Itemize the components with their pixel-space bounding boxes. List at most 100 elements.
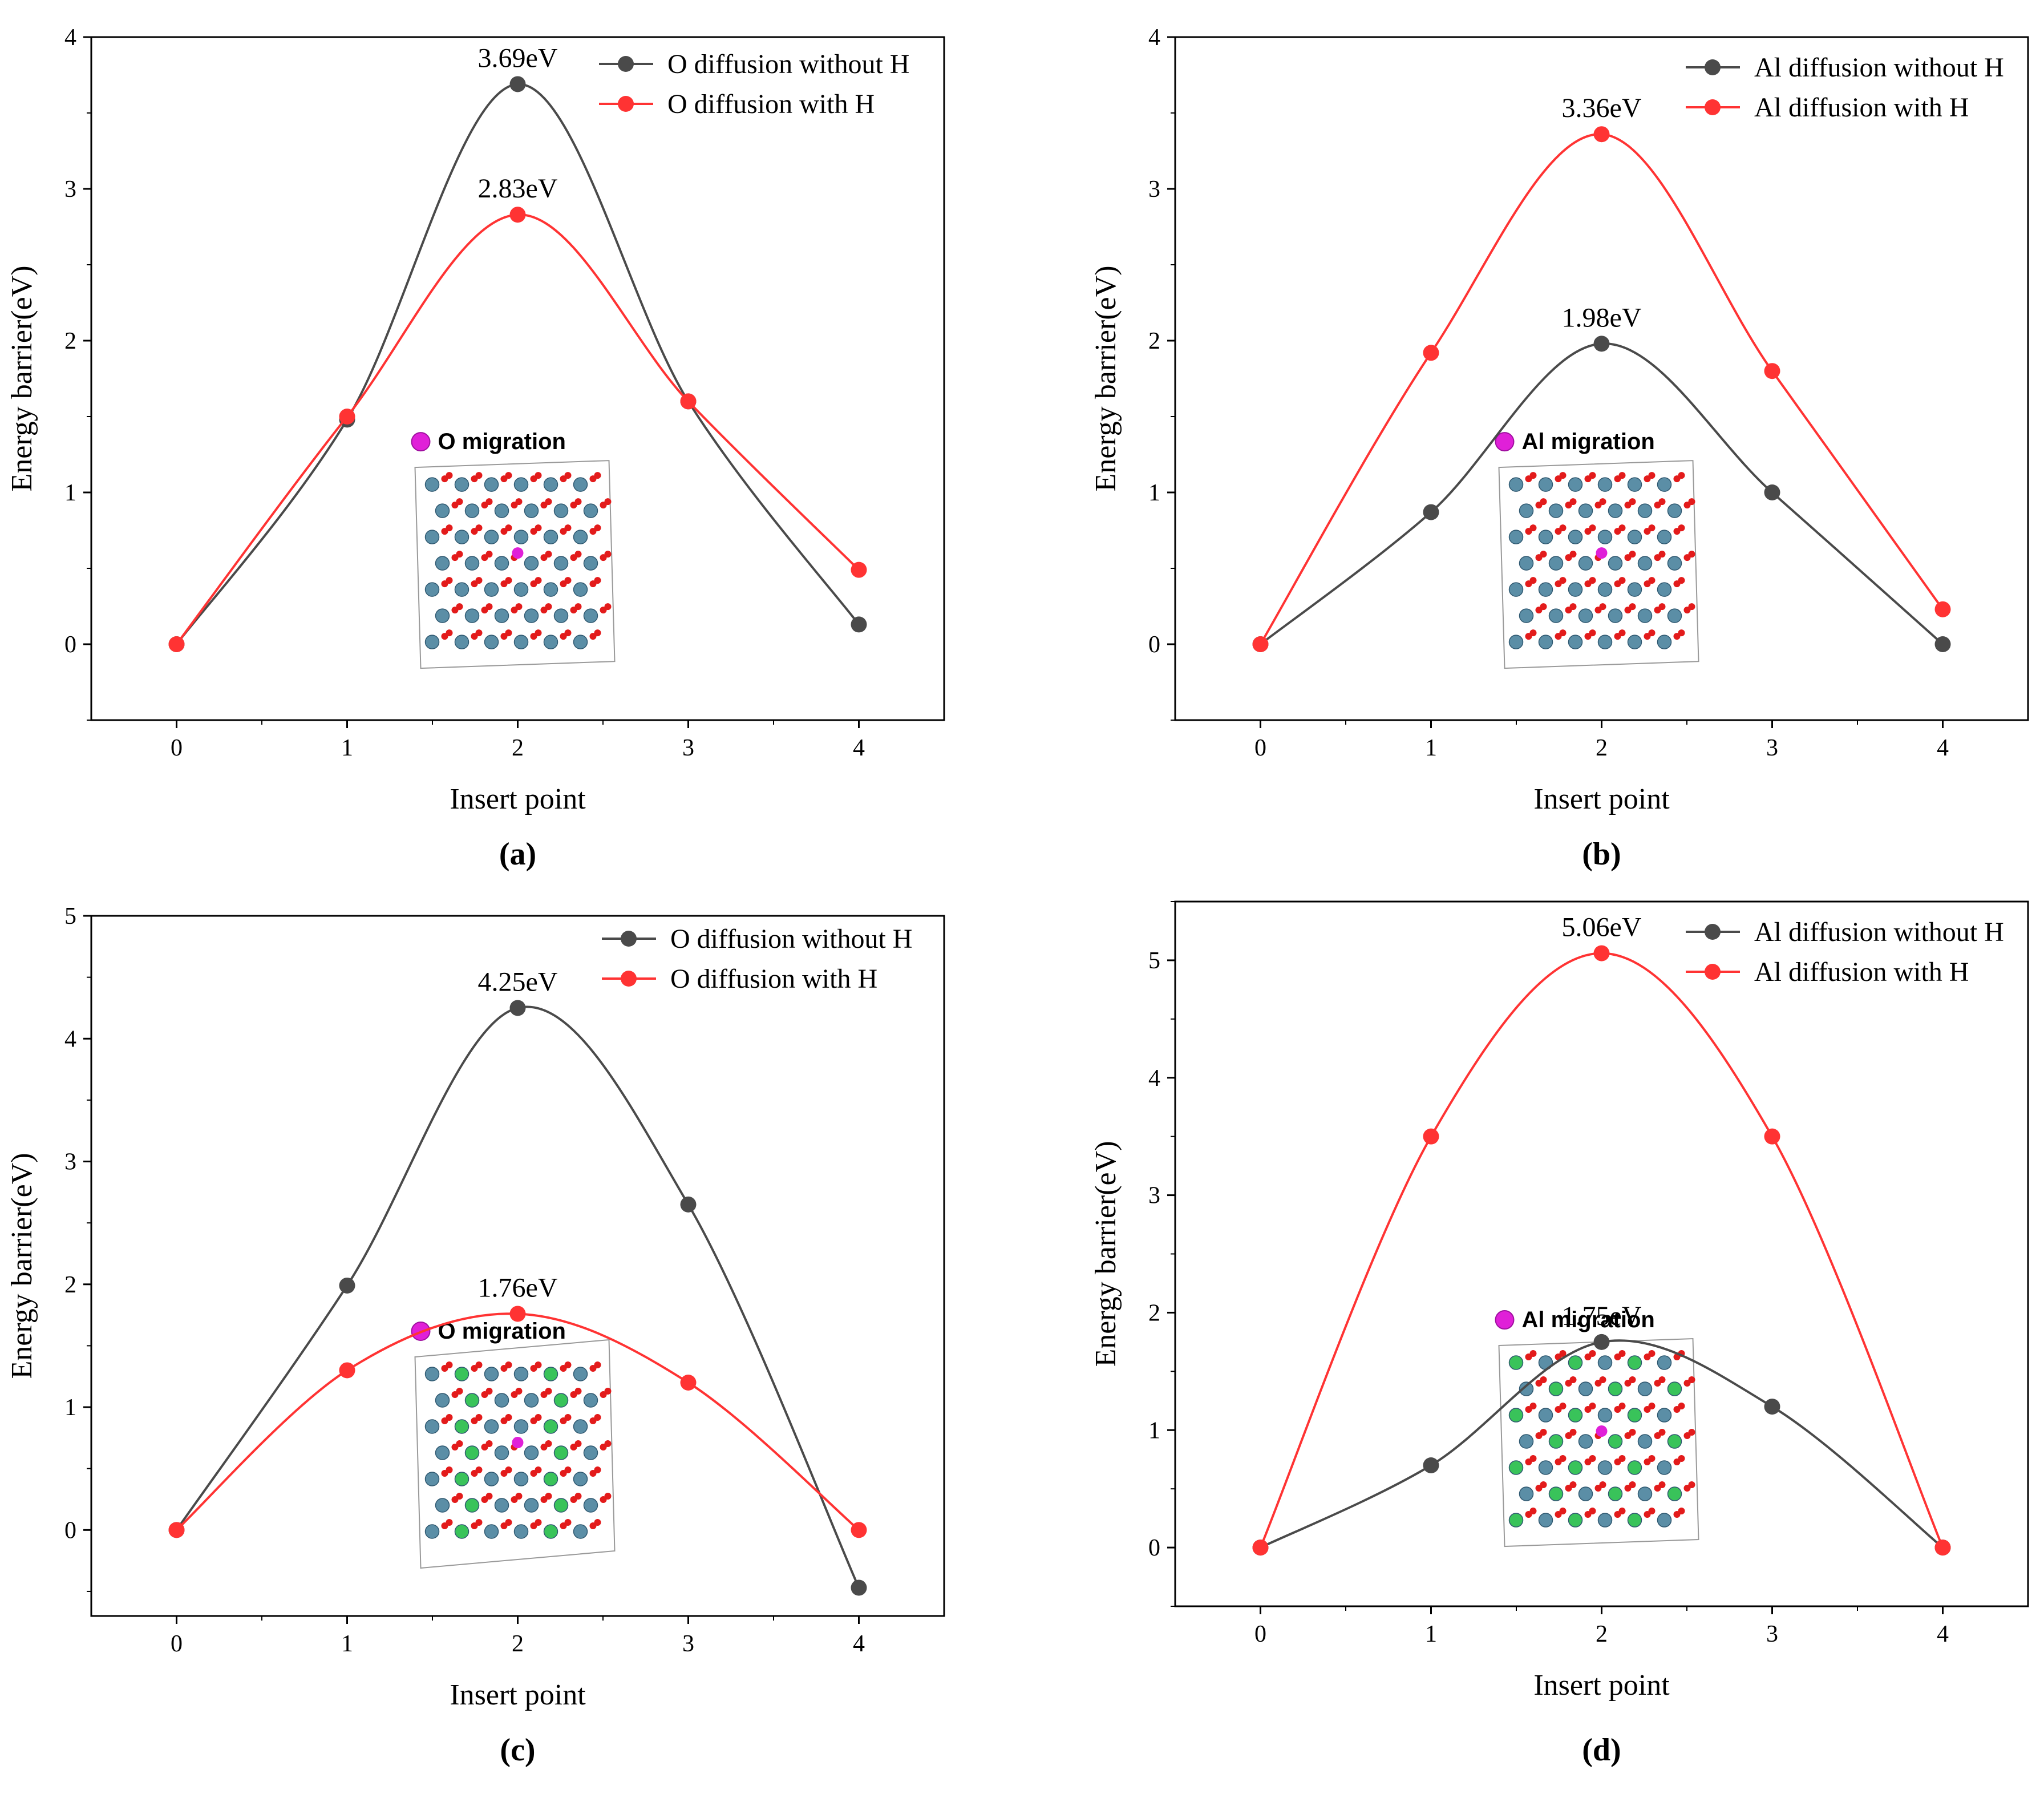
atom <box>583 503 598 518</box>
atom <box>1568 1355 1583 1370</box>
atom <box>583 1445 598 1460</box>
atom <box>553 503 569 518</box>
oxygen-atom <box>1569 1481 1577 1489</box>
oxygen-atom <box>446 1361 453 1369</box>
oxygen-atom <box>1589 1350 1596 1357</box>
atom <box>1608 1486 1623 1501</box>
atom <box>1548 556 1564 571</box>
oxygen-atom <box>475 524 483 532</box>
oxygen-atom <box>545 551 552 558</box>
x-axis-label: Insert point <box>1533 1669 1670 1702</box>
atom <box>553 1393 569 1408</box>
panel-caption: (c) <box>500 1732 535 1768</box>
oxygen-atom <box>1599 603 1606 611</box>
atom <box>1538 530 1553 544</box>
atom <box>435 608 450 623</box>
atom <box>494 556 509 571</box>
legend-marker <box>1705 924 1721 940</box>
oxygen-atom <box>515 1388 523 1395</box>
legend-marker <box>1705 99 1721 115</box>
x-axis-label: Insert point <box>1533 783 1670 815</box>
atom <box>494 1498 509 1513</box>
oxygen-atom <box>535 472 542 479</box>
atom <box>1667 1486 1682 1501</box>
atom <box>1667 1381 1682 1396</box>
atom <box>424 635 440 649</box>
atom <box>454 1367 469 1381</box>
oxygen-atom <box>1658 498 1666 506</box>
legend-marker <box>621 971 637 987</box>
atom <box>573 1472 588 1486</box>
atom <box>1597 582 1613 597</box>
oxygen-atom <box>1529 629 1537 637</box>
x-tick-label: 0 <box>1254 1621 1266 1647</box>
oxygen-atom <box>594 472 601 479</box>
oxygen-atom <box>594 1361 601 1369</box>
oxygen-atom <box>1688 498 1695 506</box>
atom <box>1627 1408 1642 1423</box>
atom <box>524 1445 539 1460</box>
oxygen-atom <box>1658 603 1666 611</box>
oxygen-atom <box>1540 603 1547 611</box>
data-point <box>851 1522 867 1538</box>
atom <box>553 1498 569 1513</box>
oxygen-atom <box>1589 1508 1596 1515</box>
data-point <box>680 1375 697 1391</box>
oxygen-atom <box>1678 1455 1685 1462</box>
atom <box>524 503 539 518</box>
oxygen-atom <box>564 1519 572 1526</box>
y-tick-label: 0 <box>64 1517 76 1544</box>
atom <box>1627 1460 1642 1475</box>
oxygen-atom <box>535 1414 542 1421</box>
data-point <box>1593 336 1610 352</box>
atom <box>573 477 588 492</box>
oxygen-atom <box>1569 1376 1577 1384</box>
oxygen-atom <box>1618 1350 1626 1357</box>
migrating-atom <box>512 1437 524 1449</box>
y-tick-label: 3 <box>64 1149 76 1175</box>
atom <box>524 608 539 623</box>
oxygen-atom <box>446 472 453 479</box>
atom <box>513 635 529 649</box>
oxygen-atom <box>1589 577 1596 584</box>
oxygen-atom <box>456 1440 463 1448</box>
atom <box>484 1472 499 1486</box>
data-point <box>1934 1540 1951 1556</box>
oxygen-atom <box>1688 1481 1695 1489</box>
x-axis-label: Insert point <box>450 783 586 815</box>
atom <box>1508 530 1524 544</box>
oxygen-atom <box>1540 551 1547 558</box>
oxygen-atom <box>446 1466 453 1474</box>
x-tick-label: 4 <box>1937 735 1949 761</box>
atom <box>513 530 529 544</box>
unit-cell-box <box>414 460 616 669</box>
oxygen-atom <box>1618 472 1626 479</box>
atom <box>464 503 480 518</box>
atom <box>484 582 499 597</box>
oxygen-atom <box>604 1388 612 1395</box>
migrating-atom <box>1596 547 1608 559</box>
atom <box>1548 608 1564 623</box>
oxygen-atom <box>515 498 523 506</box>
crystal-structure-inset: Al migration <box>1495 429 1699 669</box>
oxygen-atom <box>1678 1403 1685 1410</box>
atom <box>1597 1460 1613 1475</box>
legend-marker <box>1705 59 1721 75</box>
oxygen-atom <box>1589 524 1596 532</box>
data-label: 2.83eV <box>478 173 558 204</box>
atom <box>543 1367 558 1381</box>
unit-cell-box <box>414 1339 616 1569</box>
oxygen-atom <box>1658 1376 1666 1384</box>
x-tick-label: 3 <box>1766 735 1778 761</box>
atom <box>1578 1486 1593 1501</box>
atom <box>1519 1381 1534 1396</box>
x-tick-label: 2 <box>1596 735 1608 761</box>
atom <box>494 503 509 518</box>
data-point <box>1934 636 1951 652</box>
y-tick-label: 2 <box>1148 1300 1160 1326</box>
atom <box>1597 1355 1613 1370</box>
atom <box>1538 1513 1553 1528</box>
oxygen-atom <box>446 629 453 637</box>
atom <box>1548 503 1564 518</box>
